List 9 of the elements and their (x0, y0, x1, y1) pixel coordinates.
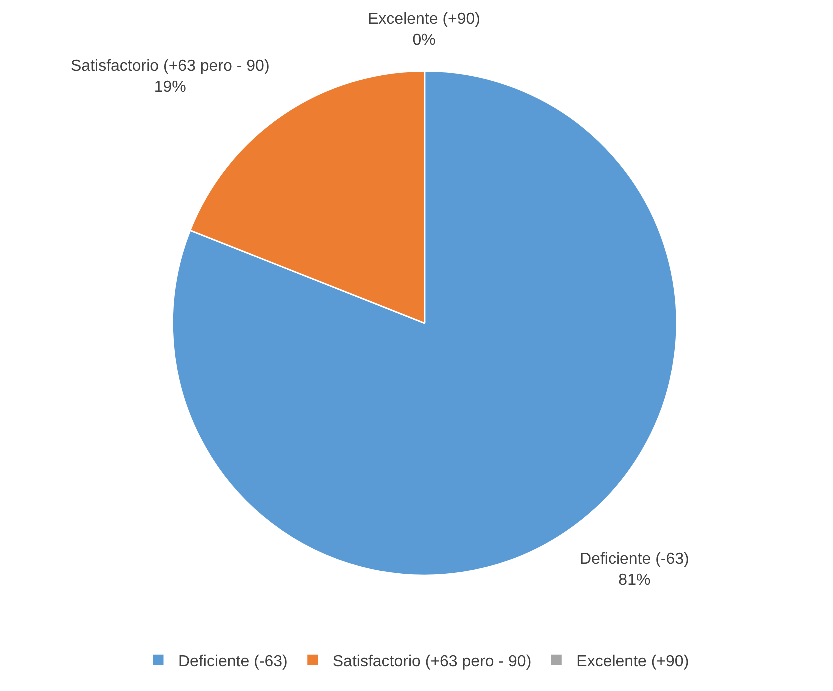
legend-label: Excelente (+90) (576, 653, 690, 670)
slice-label: Satisfactorio (+63 pero - 90) (71, 58, 270, 75)
legend-label: Satisfactorio (+63 pero - 90) (332, 653, 532, 670)
text: 0% (412, 32, 436, 49)
data-label: 81% (618, 572, 651, 589)
slice-label: Deficiente (-63) (580, 551, 690, 568)
category-label: Excelente (+90) (368, 11, 481, 28)
legend-label: Deficiente (-63) (178, 653, 288, 670)
data-label: 19% (154, 78, 186, 96)
